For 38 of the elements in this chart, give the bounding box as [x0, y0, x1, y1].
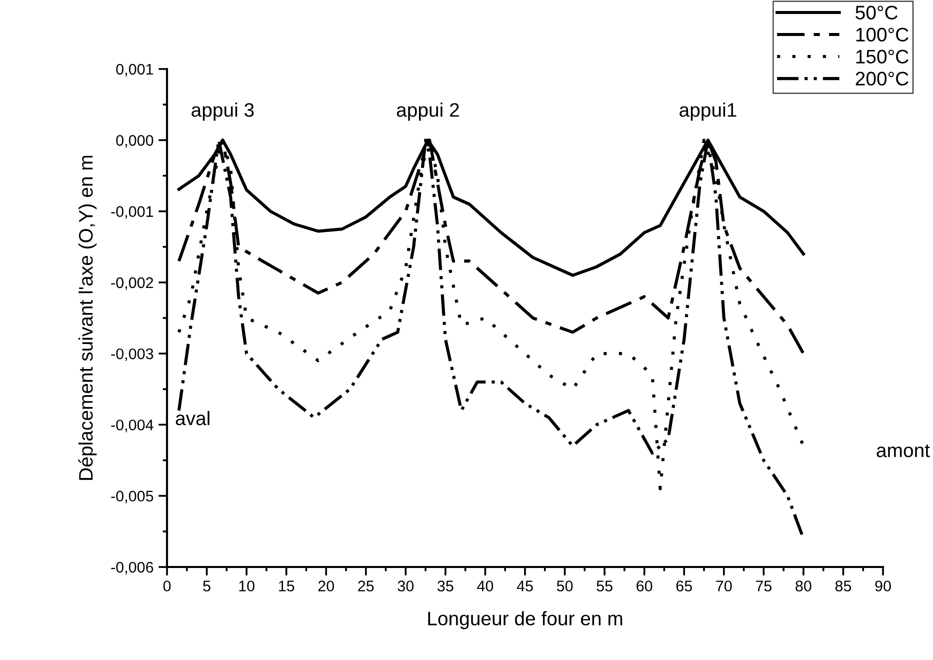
y-tick-label: 0,001	[116, 64, 154, 76]
annotation: appui 3	[192, 102, 254, 121]
x-tick-label: 20	[318, 580, 334, 592]
y-tick-label: -0,005	[111, 490, 154, 504]
annotation: appui 2	[396, 102, 459, 121]
legend-label: 50°C	[856, 6, 898, 20]
y-tick-label: -0,004	[111, 420, 154, 432]
x-tick-label: 45	[516, 580, 533, 592]
legend-label: 200°C	[856, 72, 908, 86]
x-tick-label: 90	[875, 580, 891, 592]
y-axis-title: Déplacement suivant l'axe (O,Y) en m	[78, 156, 97, 480]
x-tick-label: 85	[835, 580, 852, 592]
annotation: amont	[876, 444, 930, 458]
x-tick-label: 5	[203, 580, 210, 592]
x-tick-label: 15	[279, 580, 294, 592]
y-tick-label: -0,006	[111, 562, 154, 574]
legend-label: 150°C	[856, 50, 908, 64]
x-tick-label: 60	[636, 580, 652, 592]
x-tick-label: 40	[477, 580, 494, 592]
legend-label: 100°C	[856, 28, 908, 42]
x-tick-label: 30	[398, 580, 414, 592]
x-tick-label: 80	[796, 580, 812, 592]
x-tick-label: 70	[716, 580, 732, 592]
y-tick-label: -0,003	[111, 348, 154, 362]
y-tick-label: -0,001	[111, 206, 154, 219]
x-tick-label: 0	[163, 580, 171, 592]
x-tick-label: 10	[239, 580, 254, 592]
x-tick-label: 65	[676, 580, 692, 592]
x-tick-label: 75	[756, 580, 772, 592]
annotation: aval	[176, 410, 210, 426]
x-tick-label: 55	[596, 580, 612, 592]
y-tick-label: -0,002	[111, 277, 154, 290]
y-tick-label: 0,000	[116, 135, 154, 148]
x-tick-label: 50	[556, 580, 573, 592]
x-tick-label: 35	[438, 580, 454, 592]
x-tick-label: 25	[358, 580, 374, 592]
annotation: appui1	[680, 102, 736, 121]
x-axis-title: Longueur de four en m	[428, 611, 622, 630]
